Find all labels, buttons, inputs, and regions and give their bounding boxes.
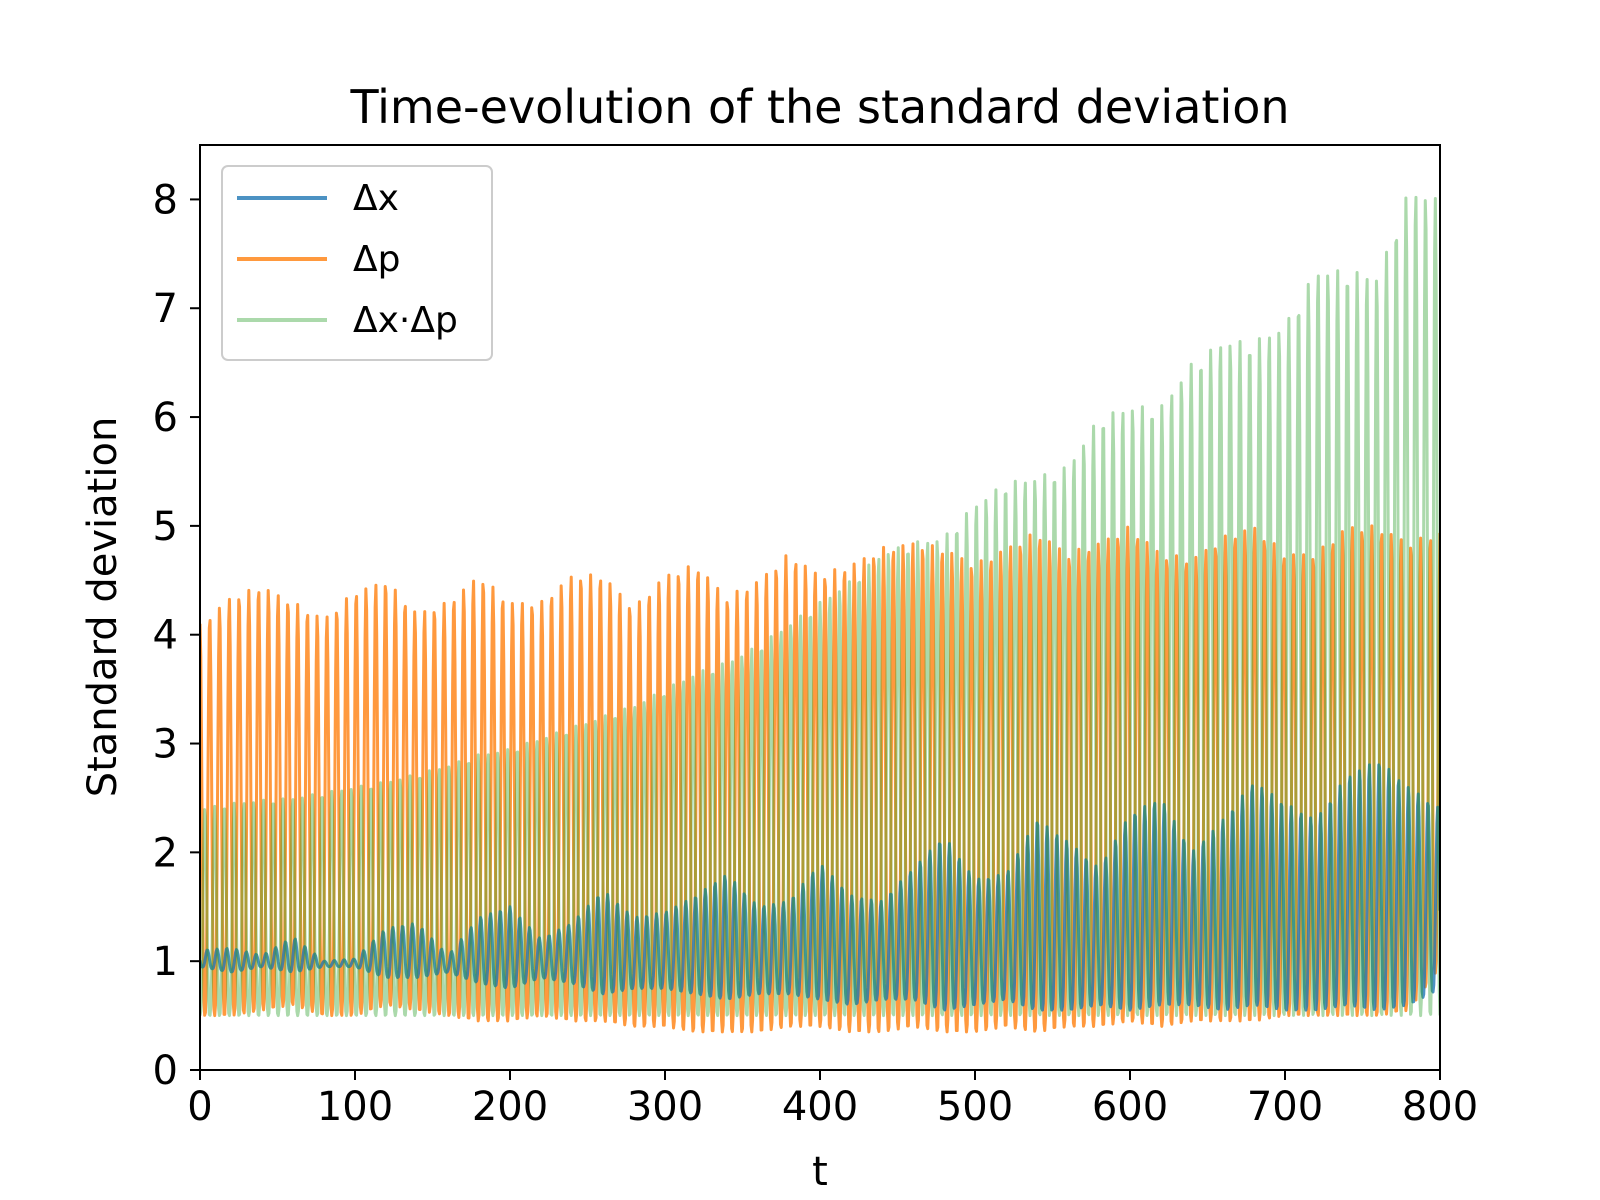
y-tick-label: 3 bbox=[153, 722, 178, 768]
y-tick-label: 4 bbox=[153, 613, 178, 659]
y-tick-label: 1 bbox=[153, 939, 178, 985]
x-tick-label: 600 bbox=[1092, 1084, 1168, 1130]
series-line-0 bbox=[200, 763, 1440, 1012]
x-tick-label: 500 bbox=[937, 1084, 1013, 1130]
y-axis-label: Standard deviation bbox=[80, 417, 126, 798]
x-axis: 0 100 200 300 400 500 600 700 800 bbox=[187, 1070, 1478, 1130]
x-tick-label: 200 bbox=[472, 1084, 548, 1130]
legend-box bbox=[221, 165, 493, 361]
x-tick-label: 300 bbox=[627, 1084, 703, 1130]
legend-label-dx: Δx bbox=[353, 178, 399, 219]
y-tick-label: 0 bbox=[153, 1048, 178, 1094]
series-line-1 bbox=[200, 524, 1440, 1034]
y-tick-label: 6 bbox=[153, 395, 178, 441]
legend-label-dxdp: Δx·Δp bbox=[353, 300, 458, 341]
legend: Δx Δp Δx·Δp bbox=[221, 165, 493, 361]
x-tick-label: 800 bbox=[1402, 1084, 1478, 1130]
x-axis-label: t bbox=[812, 1149, 828, 1195]
y-axis: 0 1 2 3 4 5 6 7 8 bbox=[153, 177, 200, 1094]
y-tick-label: 7 bbox=[153, 286, 178, 332]
legend-label-dp: Δp bbox=[353, 239, 400, 280]
y-tick-label: 8 bbox=[153, 177, 178, 223]
chart-title: Time-evolution of the standard deviation bbox=[349, 80, 1289, 134]
x-tick-label: 100 bbox=[317, 1084, 393, 1130]
x-tick-label: 700 bbox=[1247, 1084, 1323, 1130]
x-tick-label: 0 bbox=[187, 1084, 212, 1130]
series-line-2 bbox=[200, 195, 1440, 1018]
x-tick-label: 400 bbox=[782, 1084, 858, 1130]
y-tick-label: 5 bbox=[153, 504, 178, 550]
series-layer bbox=[200, 195, 1440, 1034]
y-tick-label: 2 bbox=[153, 830, 178, 876]
